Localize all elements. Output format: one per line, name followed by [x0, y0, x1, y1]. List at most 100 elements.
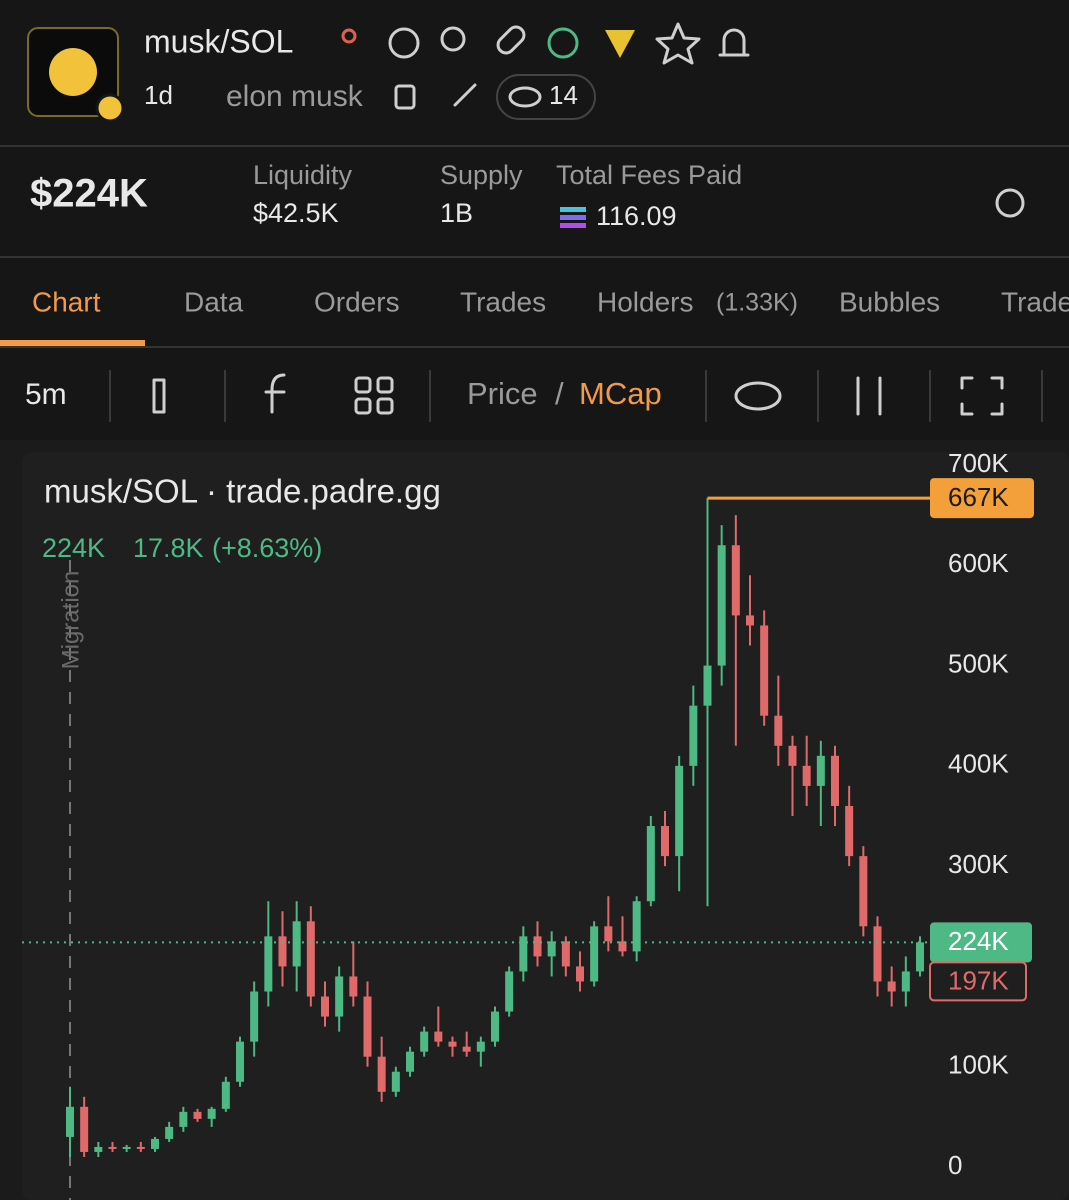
candle-body	[462, 1046, 471, 1052]
candle-body	[221, 1081, 230, 1109]
tab[interactable]: Chart	[32, 286, 101, 317]
legend-change-pct: (+8.63%)	[212, 533, 322, 563]
candle-body	[916, 942, 924, 972]
candle-body	[136, 1146, 145, 1149]
candle-body	[108, 1146, 117, 1149]
swap-icon[interactable]	[547, 27, 579, 59]
candle-body	[604, 926, 613, 942]
token-title: musk/SOL	[144, 23, 293, 59]
candle-body	[901, 971, 910, 992]
tab[interactable]: Data	[184, 286, 244, 317]
candle-body	[448, 1041, 457, 1047]
candle-body	[845, 805, 854, 857]
chart-panel	[22, 452, 1069, 1200]
candle-body	[377, 1056, 386, 1092]
candle-body	[519, 936, 528, 972]
candle-body	[236, 1041, 244, 1082]
tab[interactable]: Trades	[460, 286, 546, 317]
plot: 0100K200K300K400K500K600K700K224K197K667…	[22, 448, 1034, 1180]
candle-body	[533, 936, 542, 957]
marker-price-tag	[929, 961, 1027, 1002]
candles-icon[interactable]	[152, 378, 166, 414]
copy-icon[interactable]	[394, 84, 416, 110]
candle-body	[505, 971, 514, 1012]
candle-body	[831, 755, 839, 806]
mcap-toggle[interactable]: MCap	[579, 376, 662, 411]
candle-body	[576, 966, 584, 982]
candle-body	[476, 1041, 485, 1052]
settings-sliders-icon[interactable]	[856, 376, 882, 416]
candle-body	[675, 765, 684, 857]
last-price-tag	[930, 922, 1032, 963]
candle-body	[547, 941, 556, 957]
settings-icon[interactable]	[995, 188, 1025, 218]
candle-body	[561, 941, 570, 967]
candle-body	[391, 1071, 400, 1092]
tab[interactable]: Bubbles	[839, 286, 940, 317]
holders-icon[interactable]	[341, 28, 357, 44]
migration-label: Migration	[57, 571, 84, 670]
candle-body	[122, 1146, 131, 1149]
y-tick-label: 500K	[948, 648, 1009, 678]
layout-icon[interactable]	[354, 376, 394, 415]
price-toggle[interactable]: Price	[467, 376, 538, 411]
stat-value: $42.5K	[253, 198, 339, 228]
eye-icon	[508, 86, 542, 108]
web-icon[interactable]	[388, 27, 420, 59]
stat-label: Supply	[440, 160, 523, 190]
stat-label: Total Fees Paid	[556, 160, 742, 190]
interval[interactable]: 5m	[25, 378, 67, 411]
y-tick-label: 300K	[948, 849, 1009, 879]
candle-body	[278, 936, 287, 967]
pill-badge	[95, 93, 125, 123]
candle-body	[746, 615, 754, 626]
candle-body	[94, 1146, 103, 1152]
candle-body	[816, 755, 825, 786]
candle-body	[491, 1011, 499, 1042]
candle-body	[80, 1106, 89, 1152]
indicators-icon[interactable]	[264, 373, 286, 414]
candle-body	[165, 1126, 174, 1139]
candle-body	[406, 1051, 414, 1072]
sol-icon	[560, 207, 586, 228]
star-icon[interactable]	[655, 22, 701, 65]
marker-price-label: 197K	[948, 965, 1009, 995]
y-tick-label: 400K	[948, 749, 1009, 779]
candle-body	[703, 665, 712, 706]
chart-title: musk/SOL · trade.padre.gg	[44, 473, 441, 510]
tab[interactable]: Trade	[1001, 286, 1069, 317]
legend-change: 17.8K	[133, 533, 204, 563]
tab[interactable]: Holders	[597, 286, 693, 317]
candle-body	[306, 921, 315, 997]
candle-body	[788, 745, 797, 766]
last-price-label: 224K	[948, 926, 1009, 956]
legend-last: 224K	[42, 533, 105, 563]
fullscreen-icon[interactable]	[960, 376, 1004, 416]
high-price-tag	[930, 478, 1034, 519]
tab[interactable]: Orders	[314, 286, 400, 317]
candle-body	[632, 901, 641, 952]
y-tick-label: 700K	[948, 448, 1009, 478]
candle-body	[434, 1031, 443, 1042]
candle-body	[349, 976, 358, 997]
watchers-count: 14	[549, 80, 578, 110]
candle-body	[292, 921, 301, 967]
watchers-pill[interactable]	[496, 74, 596, 120]
visibility-icon[interactable]	[734, 381, 782, 411]
avatar-face	[49, 48, 97, 96]
search-icon[interactable]	[440, 26, 466, 52]
pill-icon[interactable]	[495, 24, 528, 57]
candle-body	[264, 936, 273, 992]
alert-icon[interactable]	[718, 28, 750, 57]
candle-body	[335, 976, 344, 1017]
token-age: 1d	[144, 80, 173, 110]
toggle-separator: /	[555, 376, 564, 411]
candle-body	[179, 1111, 188, 1127]
candle-body	[420, 1031, 429, 1052]
link-icon[interactable]	[453, 83, 477, 107]
y-tick-label: 100K	[948, 1050, 1009, 1080]
eagle-icon[interactable]	[605, 30, 635, 58]
creator-name[interactable]: elon musk	[226, 80, 364, 113]
header-icons	[341, 22, 750, 65]
